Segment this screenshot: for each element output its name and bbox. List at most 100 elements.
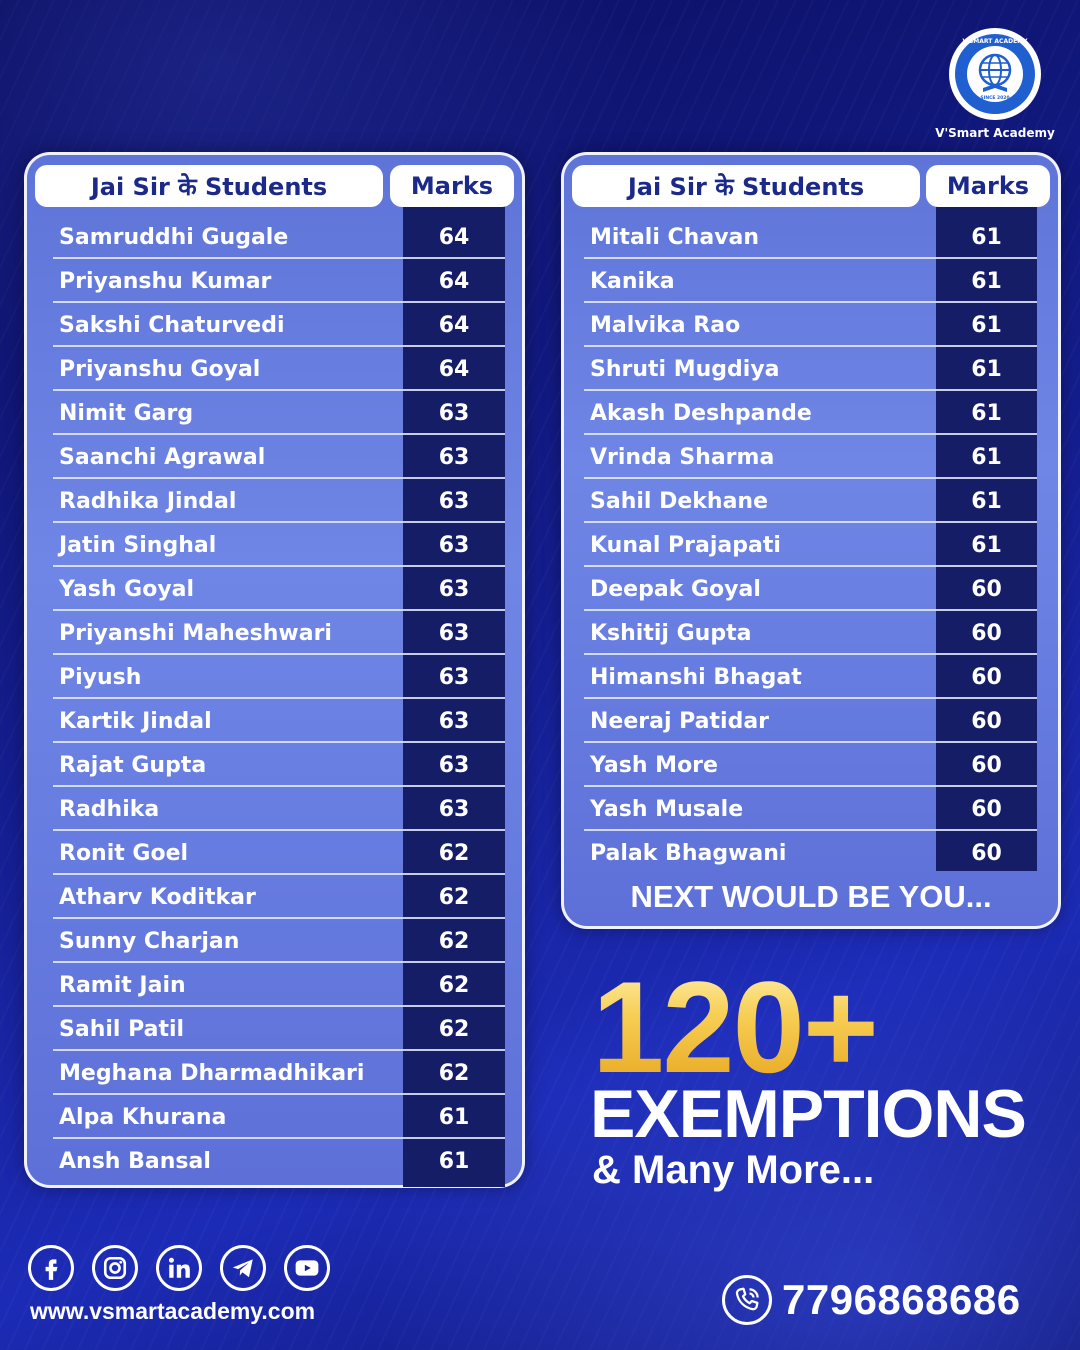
student-marks: 62 (438, 884, 470, 910)
student-name: Kanika (590, 268, 675, 294)
student-row: Kshitij Gupta 60 (584, 611, 1037, 655)
student-marks: 61 (971, 312, 1002, 338)
student-row: Atharv Koditkar 62 (53, 875, 505, 919)
student-row: Radhika Jindal 63 (53, 479, 505, 523)
student-marks: 63 (438, 488, 470, 514)
linkedin-icon[interactable] (156, 1245, 202, 1291)
student-row: Ramit Jain 62 (53, 963, 505, 1007)
student-name: Shruti Mugdiya (590, 356, 780, 382)
student-name: Kartik Jindal (59, 708, 212, 734)
student-name: Priyanshi Maheshwari (59, 620, 332, 646)
student-name: Yash Goyal (59, 576, 195, 602)
exemptions-count: 120+ (592, 954, 879, 1100)
facebook-icon[interactable] (28, 1245, 74, 1291)
student-row: Kunal Prajapati 61 (584, 523, 1037, 567)
student-marks: 60 (971, 752, 1002, 778)
student-name: Alpa Khurana (59, 1104, 227, 1130)
student-marks: 61 (971, 532, 1002, 558)
student-row: Kanika 61 (584, 259, 1037, 303)
student-marks: 63 (438, 752, 470, 778)
student-name: Jatin Singhal (59, 532, 217, 558)
website-link[interactable]: www.vsmartacademy.com (30, 1298, 316, 1324)
student-row: Nimit Garg 63 (53, 391, 505, 435)
student-name: Deepak Goyal (590, 576, 761, 602)
student-name: Atharv Koditkar (59, 884, 256, 910)
student-name: Rajat Gupta (59, 752, 207, 778)
student-name: Kshitij Gupta (590, 620, 752, 646)
student-name: Meghana Dharmadhikari (59, 1060, 365, 1086)
student-row: Sahil Dekhane 61 (584, 479, 1037, 523)
students-header: Jai Sir के Students (35, 165, 383, 207)
student-marks: 60 (971, 708, 1002, 734)
student-marks: 61 (971, 400, 1002, 426)
student-marks: 63 (438, 708, 470, 734)
student-name: Akash Deshpande (590, 400, 812, 426)
logo-name: V'Smart Academy (935, 126, 1055, 140)
student-row: Yash More 60 (584, 743, 1037, 787)
student-marks: 60 (971, 796, 1002, 822)
student-marks: 60 (971, 664, 1002, 690)
student-row: Vrinda Sharma 61 (584, 435, 1037, 479)
student-marks: 61 (971, 444, 1002, 470)
student-marks: 62 (438, 840, 470, 866)
student-row: Shruti Mugdiya 61 (584, 347, 1037, 391)
student-name: Radhika Jindal (59, 488, 237, 514)
student-name: Palak Bhagwani (590, 840, 787, 866)
student-marks: 60 (971, 576, 1002, 602)
student-row: Yash Musale 60 (584, 787, 1037, 831)
student-row: Piyush 63 (53, 655, 505, 699)
student-marks: 63 (438, 444, 470, 470)
student-name: Samruddhi Gugale (59, 224, 289, 250)
svg-text:SINCE 2020: SINCE 2020 (980, 95, 1009, 101)
student-row: Samruddhi Gugale 64 (53, 215, 505, 259)
student-marks: 64 (438, 312, 470, 338)
student-row: Saanchi Agrawal 63 (53, 435, 505, 479)
student-marks: 64 (438, 224, 470, 250)
student-name: Nimit Garg (59, 400, 194, 426)
student-marks: 61 (971, 268, 1002, 294)
student-name: Radhika (59, 796, 160, 822)
svg-text:V'SMART ACADEMY: V'SMART ACADEMY (962, 38, 1028, 45)
student-row: Mitali Chavan 61 (584, 215, 1037, 259)
student-row: Neeraj Patidar 60 (584, 699, 1037, 743)
student-row: Priyanshu Goyal 64 (53, 347, 505, 391)
student-marks: 64 (438, 268, 470, 294)
student-row: Jatin Singhal 63 (53, 523, 505, 567)
student-marks: 63 (438, 664, 470, 690)
student-marks: 61 (971, 356, 1002, 382)
student-name: Sahil Dekhane (590, 488, 768, 514)
youtube-icon[interactable] (284, 1245, 330, 1291)
student-marks: 64 (438, 356, 470, 382)
student-marks: 63 (438, 400, 470, 426)
student-name: Yash More (590, 752, 718, 778)
student-name: Yash Musale (590, 796, 744, 822)
student-row: Akash Deshpande 61 (584, 391, 1037, 435)
globe-logo-icon: V'SMART ACADEMY SINCE 2020 (955, 34, 1035, 114)
phone-contact[interactable]: 7796868686 (722, 1275, 1021, 1325)
student-marks: 63 (438, 620, 470, 646)
left-rows: Samruddhi Gugale 64 Priyanshu Kumar 64 Saksh… (53, 215, 505, 1183)
instagram-icon[interactable] (92, 1245, 138, 1291)
student-row: Ansh Bansal 61 (53, 1139, 505, 1183)
telegram-icon[interactable] (220, 1245, 266, 1291)
students-header: Jai Sir के Students (572, 165, 920, 207)
student-name: Mitali Chavan (590, 224, 760, 250)
student-name: Himanshi Bhagat (590, 664, 802, 690)
student-name: Piyush (59, 664, 142, 690)
student-marks: 61 (971, 488, 1002, 514)
phone-icon (722, 1275, 772, 1325)
student-row: Deepak Goyal 60 (584, 567, 1037, 611)
student-row: Kartik Jindal 63 (53, 699, 505, 743)
student-marks: 63 (438, 576, 470, 602)
student-row: Ronit Goel 62 (53, 831, 505, 875)
marks-column-bg (403, 205, 505, 1187)
exemptions-label: EXEMPTIONS (590, 1076, 1027, 1152)
student-marks: 60 (971, 840, 1002, 866)
phone-number: 7796868686 (782, 1276, 1021, 1323)
student-name: Priyanshu Goyal (59, 356, 261, 382)
right-rows: Mitali Chavan 61 Kanika 61 Malvika Rao 61 Shru… (584, 215, 1037, 875)
student-row: Alpa Khurana 61 (53, 1095, 505, 1139)
student-name: Saanchi Agrawal (59, 444, 266, 470)
student-marks: 62 (438, 1016, 470, 1042)
marks-column-bg (936, 205, 1037, 871)
